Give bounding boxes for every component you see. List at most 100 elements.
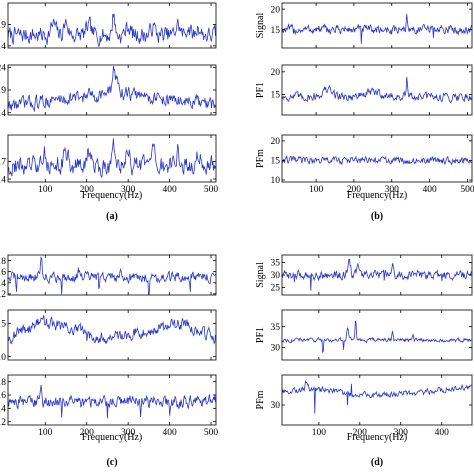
y-axis-label: Signal: [255, 262, 266, 288]
series-line-b-2: [281, 76, 472, 104]
series-line-c-1: [7, 256, 216, 295]
y-tick-label: 30: [271, 401, 281, 411]
subplot-c-3: 12 14 16 18 100 200 300 400 500: [0, 374, 219, 438]
subplot-b-3: 10 15 20 100 200 300 400 500 PFm: [255, 134, 474, 195]
x-tick-label: 500: [204, 185, 219, 195]
x-axis-label: Frequency(Hz): [82, 190, 143, 201]
x-tick-label: 500: [460, 185, 474, 195]
panel-caption: (d): [371, 457, 383, 468]
y-tick-label: 16: [0, 391, 6, 401]
panel-c: 12141618101512141618100200300400500Frequ…: [0, 254, 219, 468]
x-tick-label: 400: [422, 185, 437, 195]
panel-caption: (b): [371, 211, 383, 222]
x-tick-label: 400: [435, 428, 450, 438]
y-tick-label: 30: [271, 271, 281, 281]
y-tick-label: 30: [271, 344, 281, 354]
y-tick-label: 20: [271, 5, 281, 15]
x-tick-label: 300: [121, 185, 136, 195]
x-tick-label: 100: [38, 428, 53, 438]
x-tick-label: 200: [80, 185, 95, 195]
y-tick-label: 17: [0, 158, 6, 168]
y-tick-label: 35: [271, 323, 281, 333]
axes-frame: [7, 134, 217, 183]
y-tick-label: 18: [0, 378, 6, 388]
y-tick-label: 15: [271, 26, 281, 36]
subplot-d-3: 30 100 200 300 400 PFm: [255, 374, 473, 438]
series-line-a-2: [7, 66, 216, 113]
x-tick-label: 300: [121, 428, 136, 438]
series-line-c-3: [7, 384, 216, 419]
x-tick-label: 400: [162, 428, 177, 438]
x-tick-label: 100: [312, 428, 327, 438]
panel-a: 14 19 14 19 24 14 17 100 200 300 400 500 Frequency(H…: [0, 2, 219, 222]
y-tick-label: 25: [271, 284, 281, 294]
subplot-c-2: 10 15: [0, 309, 217, 363]
series-line-d-3: [281, 379, 472, 414]
axes-frame: [281, 64, 473, 116]
x-tick-label: 300: [385, 185, 400, 195]
panel-caption: (c): [106, 457, 117, 468]
x-tick-label: 100: [309, 185, 324, 195]
subplot-d-2: 30 35 PF1: [255, 309, 473, 361]
y-tick-label: 20: [271, 137, 281, 147]
subplot-b-2: 15 20 PF1: [255, 64, 473, 116]
y-tick-label: 24: [0, 63, 6, 73]
series-line-a-1: [7, 13, 216, 48]
y-tick-label: 16: [0, 268, 6, 278]
y-tick-label: 14: [0, 175, 6, 185]
panel-b: 15 20 Signal 15 20 PF1 10 15 20 100 200 300 400 500 PF…: [255, 2, 474, 222]
series-line-b-1: [281, 13, 472, 44]
x-tick-label: 400: [162, 185, 177, 195]
y-tick-label: 12: [0, 418, 6, 428]
axes-frame: [7, 2, 217, 49]
x-tick-label: 200: [353, 428, 368, 438]
series-line-d-1: [281, 258, 472, 291]
y-axis-label: PF1: [255, 327, 266, 343]
series-line-c-2: [7, 315, 216, 345]
subplot-b-1: 15 20 Signal: [255, 2, 473, 49]
x-tick-label: 300: [394, 428, 409, 438]
y-tick-label: 19: [0, 21, 6, 31]
axes-frame: [7, 64, 217, 116]
panel-caption: (a): [106, 211, 118, 222]
subplot-d-1: 25 30 35 Signal: [255, 254, 473, 296]
x-tick-label: 100: [38, 185, 53, 195]
y-tick-label: 15: [271, 91, 281, 101]
y-tick-label: 10: [0, 353, 6, 363]
axes-frame: [281, 374, 473, 426]
y-tick-label: 20: [271, 68, 281, 78]
series-line-d-2: [281, 320, 472, 354]
x-axis-label: Frequency(Hz): [82, 432, 143, 443]
series-line-a-3: [7, 138, 216, 178]
x-axis-label: Frequency(Hz): [347, 432, 408, 443]
y-tick-label: 15: [0, 320, 6, 330]
y-axis-label: PF1: [255, 82, 266, 98]
axes-frame: [281, 2, 473, 49]
x-tick-label: 200: [347, 185, 362, 195]
y-tick-label: 12: [0, 290, 6, 300]
series-line-b-3: [281, 154, 472, 166]
subplot-c-1: 12141618: [0, 254, 217, 300]
subplot-a-1: 14 19: [0, 2, 217, 52]
x-tick-label: 500: [204, 428, 219, 438]
subplot-a-2: 14 19 24: [0, 63, 217, 119]
y-tick-label: 14: [0, 42, 6, 52]
subplot-a-3: 14 17 100 200 300 400 500: [0, 134, 219, 195]
y-tick-label: 14: [0, 405, 6, 415]
y-tick-label: 10: [271, 176, 281, 186]
y-axis-label: Signal: [255, 13, 266, 39]
axes-frame: [7, 309, 217, 361]
y-tick-label: 35: [271, 259, 281, 269]
x-tick-label: 200: [80, 428, 95, 438]
axes-frame: [7, 254, 217, 296]
y-tick-label: 15: [271, 157, 281, 167]
y-tick-label: 14: [0, 109, 6, 119]
y-tick-label: 14: [0, 279, 6, 289]
y-tick-label: 18: [0, 257, 6, 267]
y-axis-label: PFm: [255, 390, 266, 409]
x-axis-label: Frequency(Hz): [347, 190, 408, 201]
axes-frame: [7, 374, 217, 426]
axes-frame: [281, 134, 473, 183]
axes-frame: [281, 309, 473, 361]
